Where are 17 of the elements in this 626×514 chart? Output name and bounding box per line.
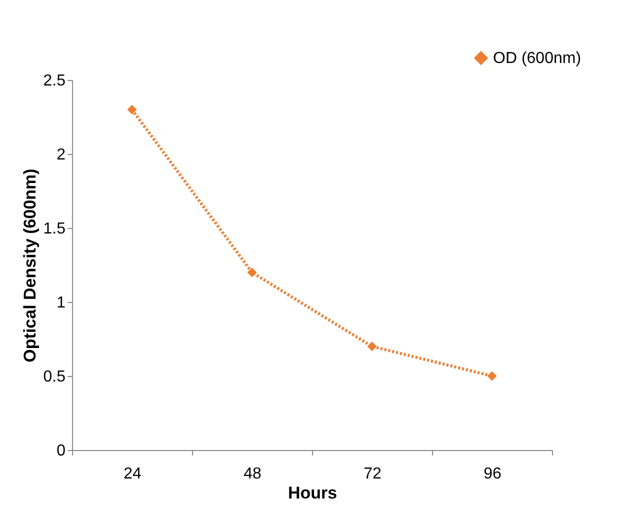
legend-label: OD (600nm) [493, 50, 582, 67]
y-axis-title: Optical Density (600nm) [20, 168, 40, 362]
point [487, 371, 497, 381]
y-tick-label: 2.5 [43, 72, 66, 90]
x-tick-label: 96 [484, 466, 502, 482]
y-tick-label: 2 [56, 146, 66, 164]
x-tick-label: 72 [364, 466, 382, 482]
y-tick-label: 1 [56, 294, 66, 312]
point [367, 342, 377, 352]
y-tick-label: 0.5 [43, 368, 66, 386]
point [127, 104, 137, 114]
y-tick-label: 1.5 [43, 220, 66, 238]
point [247, 268, 257, 278]
x-tick-label: 48 [244, 466, 262, 482]
y-tick-label: 0 [56, 442, 66, 460]
x-axis-title: Hours [288, 484, 338, 502]
x-tick-label: 24 [124, 466, 142, 482]
